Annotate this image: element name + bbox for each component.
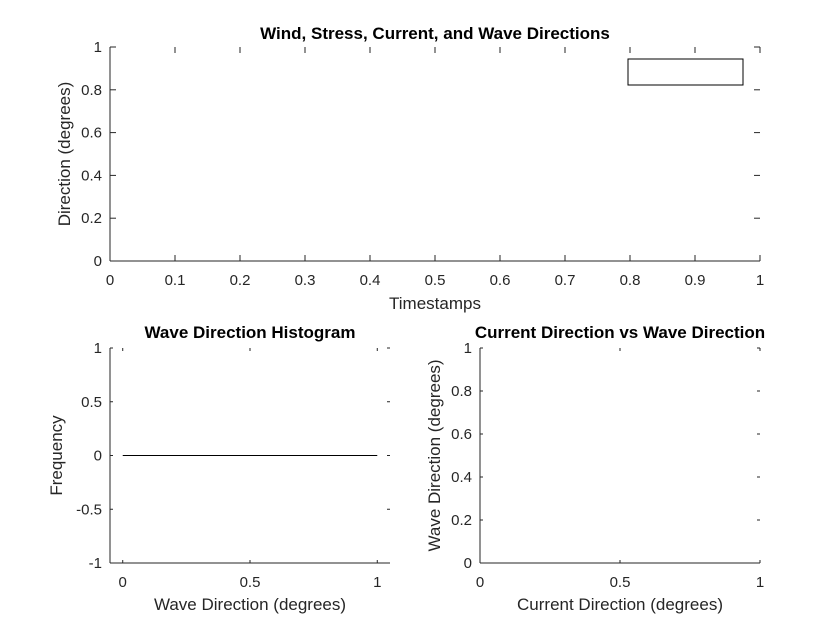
scat-x-tick-label: 0.5 <box>610 574 631 591</box>
scat-x-axis-label: Current Direction (degrees) <box>517 595 723 614</box>
main-x-tick-label: 0.7 <box>555 272 576 289</box>
scat-y-tick-label: 0.4 <box>451 469 472 486</box>
hist-x-tick-label: 1 <box>373 574 381 591</box>
main-x-tick-label: 0.1 <box>165 272 186 289</box>
main-x-tick-label: 0.8 <box>620 272 641 289</box>
main-x-tick-label: 0.6 <box>490 272 511 289</box>
main-y-tick-label: 0.2 <box>81 210 102 227</box>
main-x-tick-label: 0 <box>106 272 114 289</box>
scat-y-tick-label: 0 <box>464 555 472 572</box>
scat-y-tick-label: 0.6 <box>451 426 472 443</box>
hist-y-tick-label: 0 <box>94 448 102 465</box>
hist-x-tick-label: 0 <box>119 574 127 591</box>
scat-title: Current Direction vs Wave Direction <box>475 323 765 342</box>
hist-y-axis-label: Frequency <box>47 415 66 496</box>
main-y-tick-label: 1 <box>94 39 102 56</box>
hist-x-axis-label: Wave Direction (degrees) <box>154 595 346 614</box>
main-y-tick-label: 0.8 <box>81 82 102 99</box>
main-title: Wind, Stress, Current, and Wave Directio… <box>260 24 610 43</box>
hist-y-tick-label: -1 <box>89 555 102 572</box>
hist-x-tick-label: 0.5 <box>240 574 261 591</box>
main-x-tick-label: 1 <box>756 272 764 289</box>
main-x-tick-label: 0.9 <box>685 272 706 289</box>
main-x-tick-label: 0.4 <box>360 272 381 289</box>
main-x-tick-label: 0.3 <box>295 272 316 289</box>
main-y-tick-label: 0.4 <box>81 167 102 184</box>
main-y-tick-label: 0 <box>94 253 102 270</box>
main-x-tick-label: 0.2 <box>230 272 251 289</box>
scat-x-tick-label: 1 <box>756 574 764 591</box>
hist-y-tick-label: -0.5 <box>76 501 102 518</box>
scat-y-axis-label: Wave Direction (degrees) <box>425 359 444 551</box>
scat-y-tick-label: 1 <box>464 340 472 357</box>
hist-y-tick-label: 1 <box>94 340 102 357</box>
scat-y-tick-label: 0.8 <box>451 383 472 400</box>
scat-y-tick-label: 0.2 <box>451 512 472 529</box>
main-y-axis-label: Direction (degrees) <box>55 82 74 227</box>
main-legend <box>627 58 744 86</box>
hist-y-tick-label: 0.5 <box>81 394 102 411</box>
main-x-axis-label: Timestamps <box>389 294 481 313</box>
scat-x-tick-label: 0 <box>476 574 484 591</box>
hist-title: Wave Direction Histogram <box>145 323 356 342</box>
main-y-tick-label: 0.6 <box>81 125 102 142</box>
main-x-tick-label: 0.5 <box>425 272 446 289</box>
